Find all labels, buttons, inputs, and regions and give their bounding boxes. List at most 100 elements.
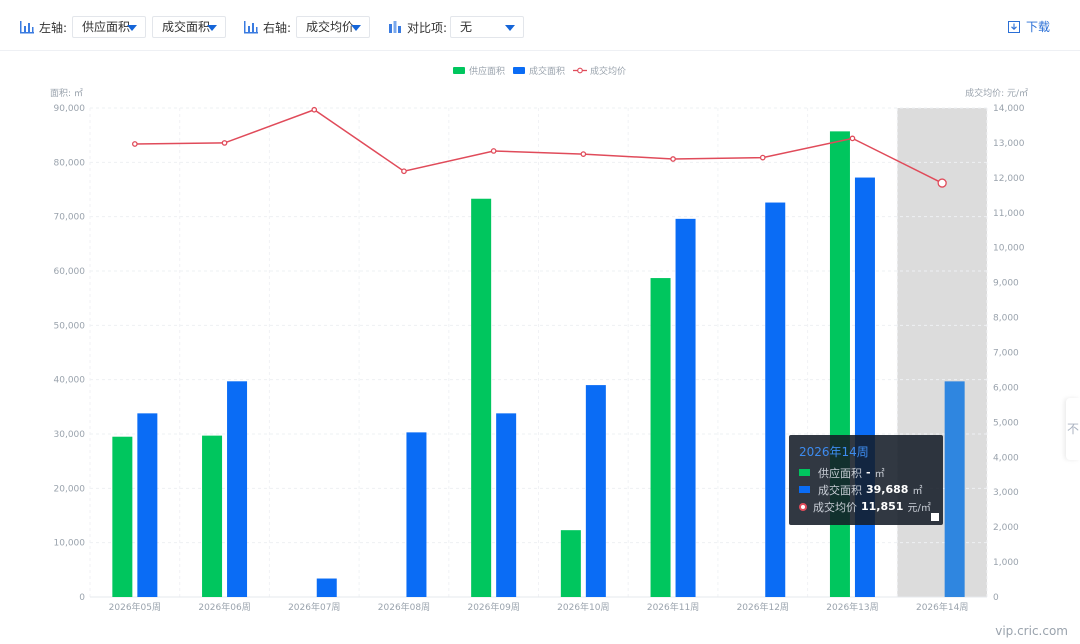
tooltip-value-deal: 39,688 [866,483,909,496]
x-axis-tick-label: 2026年07周 [288,601,340,613]
bar-deal [585,385,606,597]
left-axis-title: 面积: ㎡ [50,87,83,99]
bar-supply [471,198,492,597]
price-point [580,151,587,157]
legend-label-supply: 供应面积 [469,65,505,77]
left-axis-tick-label: 80,000 [54,158,86,168]
bar-deal [675,218,696,597]
left-axis-tick-label: 50,000 [54,321,86,331]
tooltip-label-deal: 成交面积 [818,483,862,497]
legend-swatch-deal [513,67,525,74]
price-point [849,135,856,142]
right-axis-group: 右轴: [244,16,291,38]
price-line [132,106,947,188]
bars [112,131,965,598]
bar-deal [316,578,337,597]
tooltip-label-price: 成交均价 [813,500,857,514]
right-axis-label: 右轴: [263,20,292,35]
right-axis-tick-label: 6,000 [993,383,1019,393]
price-point [759,154,766,161]
bar-deal [496,413,517,597]
chevron-down-icon [207,25,217,31]
left-axis-tick-label: 60,000 [54,267,86,277]
tooltip-row-price: 成交均价 11,851 元/㎡ [799,498,933,515]
right-axis-tick-label: 13,000 [993,139,1025,149]
x-axis-tick-label: 2026年13周 [826,601,878,613]
tooltip-row-deal: 成交面积 39,688 ㎡ [799,481,933,498]
tooltip-value-price: 11,851 [861,500,904,513]
watermark: vip.cric.com [995,624,1068,638]
bar-chart-icon [20,21,34,34]
bar-supply [650,278,671,597]
side-drawer-tab[interactable]: 不 [1066,398,1080,460]
bar-supply [112,436,133,597]
tooltip-unit-price: 元/㎡ [907,503,931,514]
left-axis-ticks: 0 10,000 20,000 30,000 40,000 50,000 60,000 70,… [54,104,86,603]
bar-deal [227,381,248,597]
x-axis-tick-label: 2026年14周 [916,601,968,613]
price-point [490,148,497,154]
combo-chart: 供应面积 成交面积 成交均价 面积: ㎡ 成交均价: 元/㎡ 010,00020,0… [50,65,1028,613]
bar-supply [202,435,223,597]
right-axis-select[interactable]: 成交均价 [296,16,370,38]
bar-deal [137,413,158,597]
price-point [311,106,318,113]
price-line-path [134,108,943,184]
right-axis-title: 成交均价: 元/㎡ [965,87,1028,99]
x-axis-tick-label: 2026年09周 [467,601,519,613]
download-button[interactable]: 下载 [1007,18,1050,35]
chevron-down-icon [127,25,137,31]
legend-label-deal: 成交面积 [529,65,565,77]
right-axis-tick-label: 2,000 [993,523,1019,533]
left-axis-select-supply[interactable]: 供应面积 [72,16,146,38]
left-axis-label: 左轴: [39,20,68,35]
side-drawer-tab-text: 不 [1066,422,1079,436]
chart-tooltip: 2026年14周 供应面积 - ㎡ 成交面积 39,688 ㎡ 成交均价 11,… [789,435,943,525]
legend-marker-price [577,67,583,74]
left-axis-group: 左轴: [20,16,67,38]
bar-chart-icon [244,21,258,34]
x-axis-tick-label: 2026年12周 [737,601,789,613]
price-point [670,156,676,162]
left-axis-tick-label: 70,000 [54,213,86,223]
left-axis-select-supply-value: 供应面积 [82,20,131,34]
tooltip-title: 2026年14周 [799,445,869,459]
chart-toolbar: 左轴: 供应面积 成交面积 右轴: 成交均价 [0,0,1080,51]
bar-deal [944,381,965,597]
bar-supply [829,131,850,597]
x-axis-tick-label: 2026年08周 [378,601,430,613]
download-icon [1007,20,1020,33]
legend: 供应面积 成交面积 成交均价 [453,65,626,77]
left-axis-tick-label: 10,000 [54,539,86,549]
right-axis-tick-label: 5,000 [993,418,1019,428]
tooltip-value-supply: - [866,466,871,479]
right-axis-tick-label: 11,000 [993,209,1025,219]
left-axis-tick-label: 40,000 [54,376,86,386]
right-axis-select-value: 成交均价 [306,20,355,34]
compare-select-value: 无 [460,20,473,34]
left-axis-select-deal[interactable]: 成交面积 [152,16,226,38]
right-axis-tick-label: 8,000 [993,314,1019,324]
price-point [221,140,228,146]
x-axis-tick-label: 2026年05周 [109,601,161,613]
right-axis-tick-label: 3,000 [993,488,1019,498]
bar-deal [406,432,427,597]
compare-select[interactable]: 无 [450,16,524,38]
bar-deal [854,177,875,597]
price-point [132,141,138,147]
left-axis-tick-label: 0 [79,593,85,603]
legend-label-price: 成交均价 [590,65,626,77]
download-label: 下载 [1025,20,1050,34]
tooltip-label-supply: 供应面积 [818,466,862,480]
stacked-bar-icon [389,21,401,33]
right-axis-tick-label: 12,000 [993,174,1025,184]
tooltip-row-supply: 供应面积 - ㎡ [799,464,933,481]
compare-label: 对比项: [407,20,448,35]
left-axis-tick-label: 90,000 [54,104,86,114]
tooltip-swatch-supply [799,469,810,476]
right-axis-tick-label: 7,000 [993,349,1019,359]
x-axis-tick-label: 2026年11周 [647,601,699,613]
right-axis-ticks: 0 1,000 2,000 3,000 4,000 5,000 6,000 7,000 8,00… [993,104,1025,603]
right-axis-tick-label: 14,000 [993,104,1025,114]
